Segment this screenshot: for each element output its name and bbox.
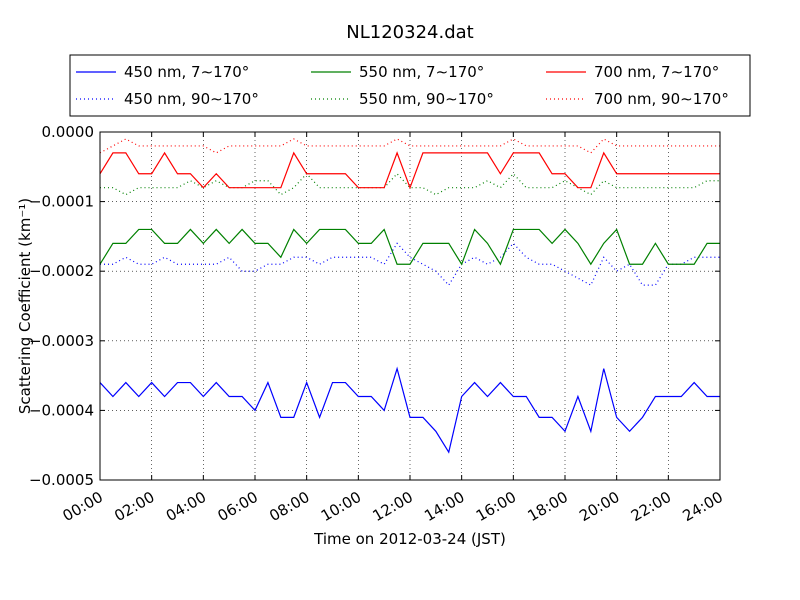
series-line — [99, 151, 720, 190]
legend-label: 450 nm, 90∼170° — [124, 90, 259, 108]
y-tick-label: −0.0003 — [29, 332, 94, 350]
y-tick-label: −0.0002 — [29, 262, 94, 280]
y-tick-label: 0.0000 — [42, 123, 95, 141]
legend-label: 550 nm, 90∼170° — [359, 90, 494, 108]
legend-label: 700 nm, 7∼170° — [594, 63, 719, 81]
legend-label: 450 nm, 7∼170° — [124, 63, 249, 81]
legend-label: 700 nm, 90∼170° — [594, 90, 729, 108]
series-line — [99, 138, 720, 154]
legend-label: 550 nm, 7∼170° — [359, 63, 484, 81]
series-line — [99, 228, 720, 266]
plot-frame — [99, 131, 721, 481]
x-axis-label: Time on 2012-03-24 (JST) — [313, 530, 506, 548]
y-axis-label: Scattering Coefficient (km⁻¹) — [16, 198, 34, 414]
legend-box — [69, 54, 751, 117]
y-tick-label: −0.0001 — [29, 193, 94, 211]
y-tick-label: −0.0005 — [29, 471, 94, 489]
chart-title: NL120324.dat — [346, 22, 473, 43]
series-line — [99, 366, 720, 454]
y-tick-label: −0.0004 — [29, 401, 94, 419]
